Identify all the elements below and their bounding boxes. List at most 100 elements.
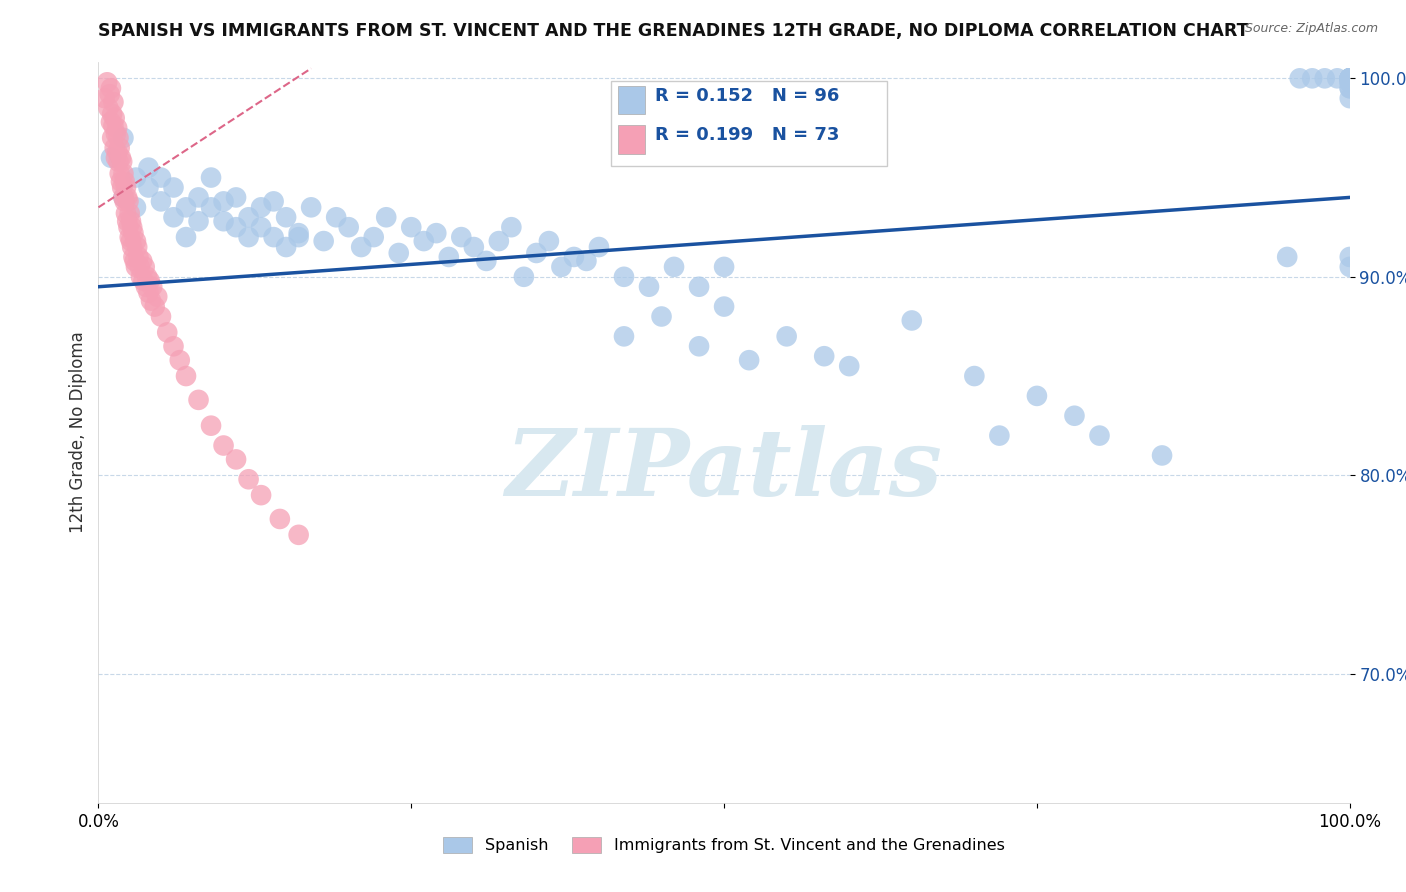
- Point: [238, 211, 260, 225]
- Bar: [617, 87, 645, 114]
- Point: [139, 293, 162, 308]
- Point: [138, 285, 160, 300]
- Point: [141, 279, 163, 293]
- Point: [117, 220, 139, 235]
- Point: [117, 194, 139, 209]
- Point: [111, 154, 134, 169]
- Point: [269, 512, 291, 526]
- Point: [174, 369, 197, 384]
- Point: [150, 310, 173, 324]
- Point: [225, 190, 247, 204]
- Point: [104, 111, 127, 125]
- Point: [588, 240, 610, 254]
- Point: [121, 240, 143, 254]
- Point: [108, 167, 131, 181]
- Point: [513, 269, 536, 284]
- Point: [187, 214, 209, 228]
- Point: [112, 131, 135, 145]
- Point: [337, 220, 360, 235]
- Point: [104, 141, 127, 155]
- Point: [97, 101, 120, 115]
- Point: [212, 214, 235, 228]
- Point: [1339, 75, 1361, 89]
- Point: [1339, 71, 1361, 86]
- Point: [900, 313, 922, 327]
- Point: [613, 329, 636, 343]
- Point: [105, 145, 128, 159]
- Point: [93, 91, 115, 105]
- Point: [425, 226, 447, 240]
- Point: [501, 220, 523, 235]
- Point: [162, 211, 184, 225]
- Point: [1339, 75, 1361, 89]
- Point: [1277, 250, 1299, 264]
- Point: [138, 274, 160, 288]
- Legend: Spanish, Immigrants from St. Vincent and the Grenadines: Spanish, Immigrants from St. Vincent and…: [436, 829, 1012, 862]
- Point: [1288, 71, 1310, 86]
- Point: [143, 300, 166, 314]
- Point: [312, 234, 335, 248]
- Point: [212, 438, 235, 452]
- Point: [112, 167, 135, 181]
- Point: [299, 200, 322, 214]
- Point: [110, 175, 132, 189]
- Point: [350, 240, 373, 254]
- Point: [662, 260, 685, 274]
- Point: [98, 87, 121, 102]
- Point: [1339, 71, 1361, 86]
- Point: [238, 472, 260, 486]
- Point: [287, 226, 309, 240]
- FancyBboxPatch shape: [612, 81, 887, 166]
- Point: [688, 279, 710, 293]
- Point: [121, 220, 143, 235]
- Point: [120, 234, 142, 248]
- Point: [101, 107, 124, 121]
- Point: [138, 161, 160, 175]
- Point: [287, 528, 309, 542]
- Point: [127, 240, 149, 254]
- Point: [1339, 71, 1361, 86]
- Point: [562, 250, 585, 264]
- Point: [174, 200, 197, 214]
- Point: [105, 120, 128, 135]
- Point: [107, 154, 129, 169]
- Point: [135, 279, 157, 293]
- Point: [212, 194, 235, 209]
- Point: [122, 250, 145, 264]
- Point: [100, 81, 122, 95]
- Point: [156, 326, 179, 340]
- Point: [225, 452, 247, 467]
- Point: [129, 269, 152, 284]
- Point: [813, 349, 835, 363]
- Point: [1313, 71, 1336, 86]
- Point: [738, 353, 761, 368]
- Point: [463, 240, 485, 254]
- Point: [138, 180, 160, 194]
- Point: [100, 115, 122, 129]
- Point: [287, 230, 309, 244]
- Point: [263, 194, 285, 209]
- Point: [1339, 71, 1361, 86]
- Point: [1339, 71, 1361, 86]
- Point: [274, 240, 298, 254]
- Point: [776, 329, 799, 343]
- Point: [200, 418, 222, 433]
- Point: [475, 254, 498, 268]
- Point: [325, 211, 347, 225]
- Point: [238, 230, 260, 244]
- Bar: [617, 126, 645, 153]
- Point: [1339, 81, 1361, 95]
- Point: [838, 359, 860, 373]
- Point: [104, 127, 127, 141]
- Point: [132, 274, 155, 288]
- Point: [120, 214, 142, 228]
- Point: [1339, 75, 1361, 89]
- Point: [136, 269, 159, 284]
- Point: [125, 234, 148, 248]
- Point: [1088, 428, 1111, 442]
- Text: R = 0.199   N = 73: R = 0.199 N = 73: [655, 126, 839, 144]
- Point: [174, 230, 197, 244]
- Point: [713, 260, 735, 274]
- Point: [713, 300, 735, 314]
- Point: [125, 260, 148, 274]
